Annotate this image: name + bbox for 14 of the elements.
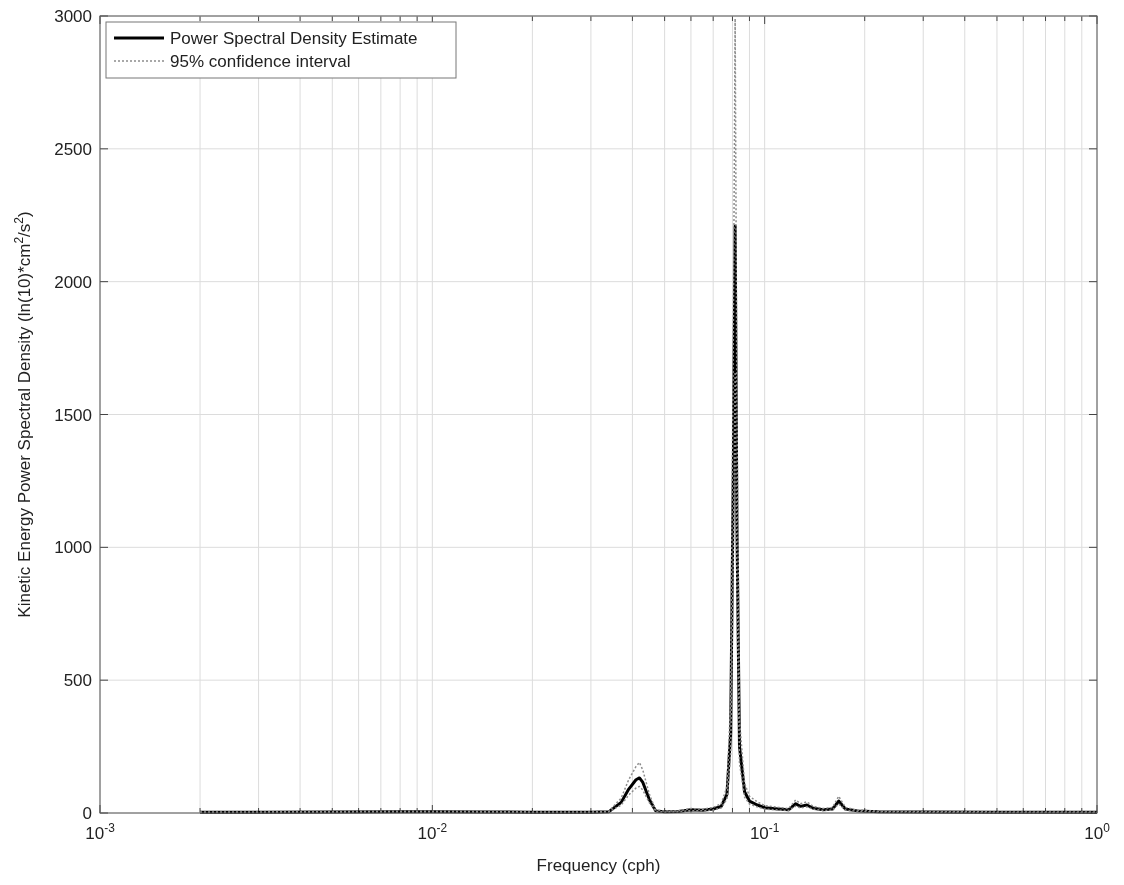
x-tick-label: 10$^{-3}$ — [85, 821, 116, 843]
legend-label: Power Spectral Density Estimate — [170, 29, 418, 48]
y-tick-label: 1000 — [54, 538, 92, 558]
x-tick-label: 10$^{0}$ — [1084, 821, 1111, 843]
y-tick-label: 2500 — [54, 139, 92, 159]
y-tick-label: 2000 — [54, 272, 92, 292]
y-tick-label: 3000 — [54, 7, 92, 26]
x-tick-label: 10$^{-1}$ — [749, 821, 780, 843]
x-axis-title: Frequency (cph) — [536, 856, 661, 875]
y-tick-label: 1500 — [54, 405, 92, 425]
legend-label: 95% confidence interval — [170, 52, 351, 71]
x-tick-label: 10$^{-2}$ — [417, 821, 448, 843]
y-tick-label: 0 — [82, 804, 92, 823]
y-tick-label: 500 — [63, 671, 92, 691]
